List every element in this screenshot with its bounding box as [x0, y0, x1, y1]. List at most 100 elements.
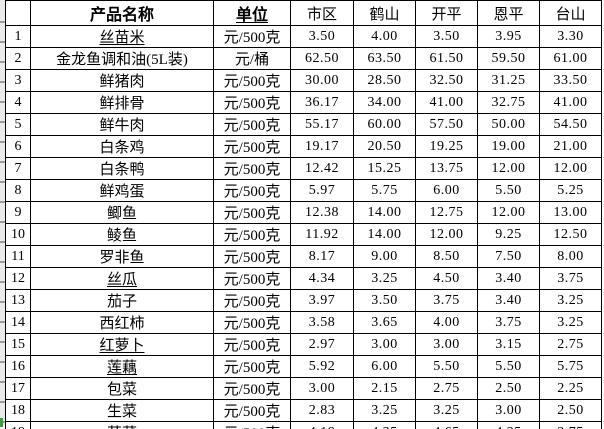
green-corner-mark: [0, 418, 3, 427]
price-cell: 3.15: [477, 333, 540, 356]
product-name-cell: 包菜: [30, 377, 214, 400]
price-table: 产品名称 单位 市区 鹤山 开平 恩平 台山 1 丝苗米 元/500克 3.50…: [5, 0, 602, 429]
product-name-cell: 罗非鱼: [30, 245, 214, 268]
price-cell: 7.50: [477, 245, 540, 268]
product-name: 莲藕: [106, 360, 137, 376]
price-cell: 3.00: [415, 333, 478, 356]
unit-cell: 元/500克: [213, 201, 291, 224]
table-row: 18 生菜 元/500克 2.83 3.25 3.25 3.00 2.50: [5, 399, 602, 422]
price-cell: 5.50: [477, 179, 540, 202]
price-cell: 3.65: [353, 311, 416, 334]
price-cell: 62.50: [290, 47, 354, 70]
price-cell: 2.15: [353, 377, 416, 400]
table-row: 16 莲藕 元/500克 5.92 6.00 5.50 5.50 5.75: [5, 355, 602, 378]
price-cell: 2.50: [539, 399, 602, 422]
price-cell: 14.00: [353, 223, 416, 246]
city-header-shiqu: 市区: [290, 0, 354, 26]
table-row: 12 丝瓜 元/500克 4.34 3.25 4.50 3.40 3.75: [5, 267, 602, 290]
product-name: 西红柿: [99, 316, 145, 332]
price-cell: 3.75: [415, 289, 478, 312]
price-cell: 19.25: [415, 135, 478, 158]
price-cell: 5.92: [290, 355, 354, 378]
product-name: 生菜: [106, 404, 137, 420]
price-cell: 4.25: [477, 421, 540, 429]
unit-cell: 元/500克: [213, 289, 291, 312]
price-cell: 13.75: [415, 157, 478, 180]
table-row: 15 红萝卜 元/500克 2.97 3.00 3.00 3.15 2.75: [5, 333, 602, 356]
row-number: 9: [5, 201, 31, 224]
row-number: 14: [5, 311, 31, 334]
product-name: 鲜排骨: [99, 96, 145, 112]
product-name: 白条鸡: [99, 140, 145, 156]
row-number: 11: [5, 245, 31, 268]
price-cell: 55.17: [290, 113, 354, 136]
price-cell: 54.50: [539, 113, 602, 136]
price-cell: 61.00: [539, 47, 602, 70]
unit-cell: 元/500克: [213, 311, 291, 334]
product-name-cell: 西红柿: [30, 311, 214, 334]
price-cell: 36.17: [290, 91, 354, 114]
price-cell: 41.00: [415, 91, 478, 114]
table-row: 2 金龙鱼调和油(5L装) 元/桶 62.50 63.50 61.50 59.5…: [5, 47, 602, 70]
price-cell: 8.17: [290, 245, 354, 268]
price-cell: 2.50: [477, 377, 540, 400]
price-cell: 2.25: [539, 377, 602, 400]
unit-cell: 元/500克: [213, 91, 291, 114]
row-number: 16: [5, 355, 31, 378]
price-cell: 9.00: [353, 245, 416, 268]
row-number: 8: [5, 179, 31, 202]
product-name: 红萝卜: [99, 338, 145, 354]
price-cell: 12.00: [477, 201, 540, 224]
price-cell: 4.00: [353, 25, 416, 48]
price-cell: 12.38: [290, 201, 354, 224]
row-number: 18: [5, 399, 31, 422]
price-cell: 14.00: [353, 201, 416, 224]
row-number: 10: [5, 223, 31, 246]
price-cell: 4.00: [415, 311, 478, 334]
price-cell: 3.50: [290, 25, 354, 48]
price-cell: 3.00: [290, 377, 354, 400]
table-row: 14 西红柿 元/500克 3.58 3.65 4.00 3.75 3.25: [5, 311, 602, 334]
table-row: 9 鲫鱼 元/500克 12.38 14.00 12.75 12.00 13.0…: [5, 201, 602, 224]
table-row: 11 罗非鱼 元/500克 8.17 9.00 8.50 7.50 8.00: [5, 245, 602, 268]
price-cell: 3.75: [477, 311, 540, 334]
row-number: 13: [5, 289, 31, 312]
price-cell: 63.50: [353, 47, 416, 70]
row-number: 5: [5, 113, 31, 136]
unit-cell: 元/500克: [213, 399, 291, 422]
price-cell: 5.25: [539, 179, 602, 202]
product-name-cell: 白条鸭: [30, 157, 214, 180]
unit-cell: 元/500克: [213, 421, 291, 429]
table-row: 10 鲮鱼 元/500克 11.92 14.00 12.00 9.25 12.5…: [5, 223, 602, 246]
table-row: 5 鲜牛肉 元/500克 55.17 60.00 57.50 50.00 54.…: [5, 113, 602, 136]
price-cell: 5.75: [539, 355, 602, 378]
price-cell: 31.25: [477, 69, 540, 92]
unit-cell: 元/500克: [213, 179, 291, 202]
row-number: 1: [5, 25, 31, 48]
product-name-cell: 生菜: [30, 399, 214, 422]
city-header-kaiping: 开平: [415, 0, 478, 26]
product-name-cell: 金龙鱼调和油(5L装): [30, 47, 214, 70]
product-name: 金龙鱼调和油(5L装): [56, 52, 188, 68]
row-number: 7: [5, 157, 31, 180]
unit-cell: 元/500克: [213, 223, 291, 246]
unit-cell: 元/500克: [213, 333, 291, 356]
row-number: 4: [5, 91, 31, 114]
price-cell: 3.00: [477, 399, 540, 422]
price-cell: 3.40: [477, 289, 540, 312]
table-row: 3 鲜猪肉 元/500克 30.00 28.50 32.50 31.25 33.…: [5, 69, 602, 92]
unit-cell: 元/500克: [213, 377, 291, 400]
product-name-cell: 芹菜: [30, 421, 214, 429]
price-cell: 41.00: [539, 91, 602, 114]
price-cell: 19.17: [290, 135, 354, 158]
price-cell: 61.50: [415, 47, 478, 70]
price-cell: 19.00: [477, 135, 540, 158]
product-name-cell: 鲫鱼: [30, 201, 214, 224]
product-name: 茄子: [106, 294, 137, 310]
header-row: 产品名称 单位 市区 鹤山 开平 恩平 台山: [5, 0, 602, 26]
price-cell: 3.25: [539, 311, 602, 334]
price-cell: 33.50: [539, 69, 602, 92]
product-name-cell: 鲜牛肉: [30, 113, 214, 136]
price-cell: 32.75: [477, 91, 540, 114]
product-name-cell: 红萝卜: [30, 333, 214, 356]
